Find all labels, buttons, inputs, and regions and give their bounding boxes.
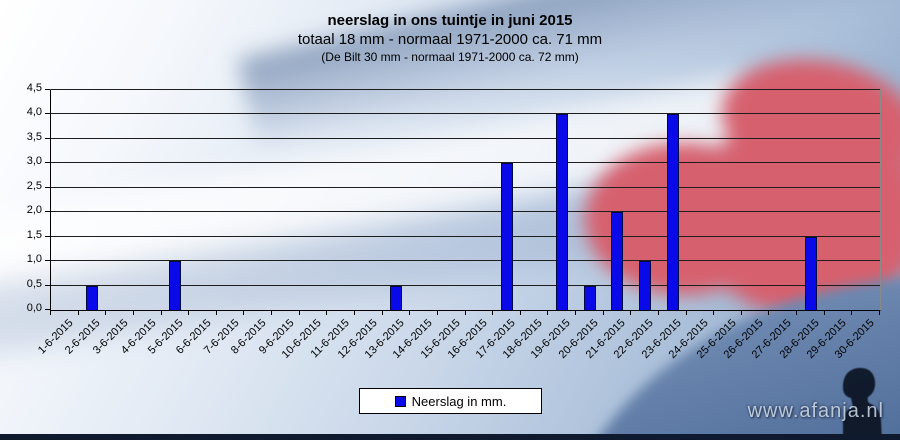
title-block: neerslag in ons tuintje in juni 2015 tot… (0, 12, 900, 65)
bottom-navy-strip (0, 434, 900, 440)
bar-28-6-2015 (804, 236, 817, 310)
bar-22-6-2015 (639, 261, 652, 310)
x-axis-tick (326, 310, 328, 315)
x-axis-tick (160, 310, 162, 315)
person-silhouette-icon (842, 367, 882, 440)
x-axis-tick (796, 310, 798, 315)
y-axis-label: 2,0 (26, 204, 42, 217)
x-axis-tick (740, 310, 742, 315)
chart-subtitle: totaal 18 mm - normaal 1971-2000 ca. 71 … (297, 30, 603, 48)
y-axis-tick (45, 89, 50, 90)
y-axis-tick (45, 260, 50, 262)
x-axis-tick (547, 310, 549, 315)
x-axis-tick (271, 310, 273, 315)
x-axis-tick (657, 310, 659, 315)
bar-13-6-2015 (390, 285, 403, 310)
x-axis-tick (575, 310, 577, 315)
gridline (51, 186, 880, 188)
y-axis-label: 4,5 (26, 82, 42, 94)
legend-box: Neerslag in mm. (359, 388, 542, 414)
x-axis-tick (353, 310, 355, 315)
x-axis-tick (436, 310, 438, 315)
gridline (51, 162, 880, 164)
x-axis-tick (879, 310, 880, 315)
gridline (51, 137, 880, 139)
x-axis-tick (823, 310, 825, 315)
plot-area (50, 89, 881, 311)
x-axis-tick (105, 310, 107, 315)
x-axis-tick (685, 310, 687, 315)
bar-19-6-2015 (556, 114, 569, 310)
x-axis-tick (298, 310, 300, 315)
x-axis-tick (519, 310, 521, 315)
y-axis-label: 2,5 (26, 179, 42, 192)
bar-5-6-2015 (169, 261, 182, 310)
legend-swatch-icon (394, 395, 406, 407)
x-axis-tick (381, 310, 383, 315)
y-axis-label: 1,5 (26, 228, 42, 241)
x-axis-tick (851, 310, 853, 315)
x-axis-tick (77, 310, 79, 315)
x-axis-tick (215, 310, 217, 315)
x-axis-tick (132, 310, 134, 315)
y-axis-tick (45, 162, 50, 164)
gridline (51, 113, 880, 115)
bar-21-6-2015 (611, 212, 624, 310)
y-axis-label: 1,0 (26, 253, 42, 266)
y-axis-label: 0,5 (26, 277, 42, 290)
x-axis-tick (768, 310, 770, 315)
gridline (51, 284, 880, 286)
x-axis-tick (464, 310, 466, 315)
gridline (51, 211, 880, 213)
x-axis-tick (630, 310, 632, 315)
y-axis-label: 3,0 (26, 155, 42, 168)
bar-23-6-2015 (666, 114, 679, 310)
x-axis-tick (492, 310, 494, 315)
y-axis-tick (45, 284, 50, 286)
gridline (51, 260, 880, 262)
gridline (51, 89, 880, 90)
bar-2-6-2015 (86, 285, 99, 310)
bar-20-6-2015 (583, 285, 596, 310)
y-axis-tick (45, 113, 50, 115)
chart-note: (De Bilt 30 mm - normaal 1971-2000 ca. 7… (321, 49, 579, 64)
y-axis-tick (45, 186, 50, 188)
y-axis-label: 3,5 (26, 130, 42, 143)
x-axis-tick (409, 310, 411, 315)
y-axis-tick (45, 211, 50, 213)
watermark-text: www.afanja.nl (747, 400, 884, 422)
gridline (51, 235, 880, 237)
x-axis-tick (713, 310, 715, 315)
y-axis-label: 4,0 (26, 106, 42, 119)
x-axis-tick (50, 310, 51, 315)
x-axis-tick (602, 310, 604, 315)
chart-title: neerslag in ons tuintje in juni 2015 (327, 12, 573, 29)
bar-17-6-2015 (500, 163, 513, 310)
y-axis-tick (45, 309, 50, 310)
y-axis-tick (45, 137, 50, 139)
y-axis-label: 0,0 (26, 302, 42, 314)
x-axis-tick (188, 310, 190, 315)
y-axis-tick (45, 235, 50, 237)
legend-label: Neerslag in mm. (411, 393, 507, 409)
x-axis-tick (243, 310, 245, 315)
